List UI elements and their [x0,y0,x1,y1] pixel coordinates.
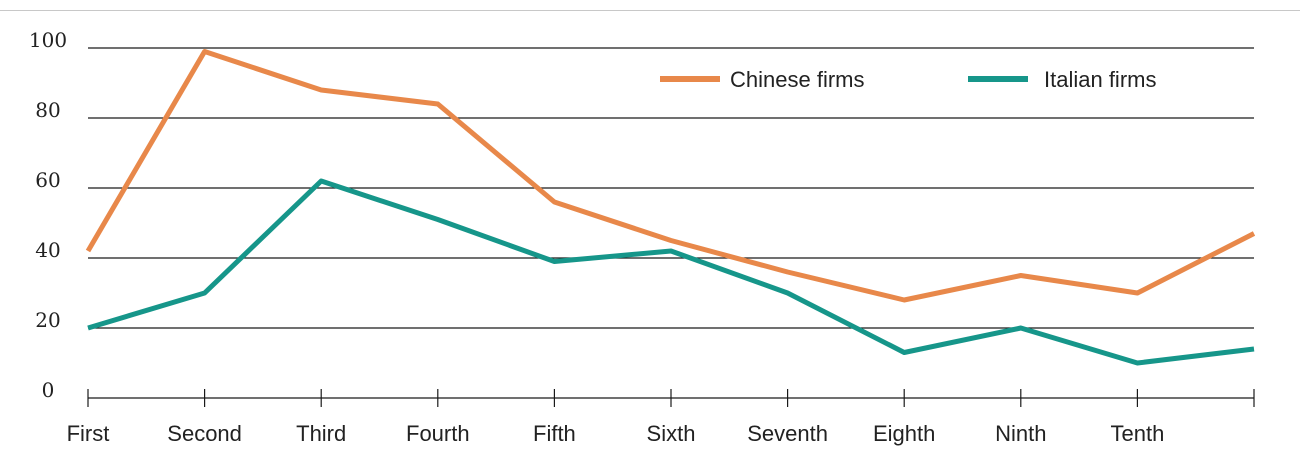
series-line-chinese-firms [85,49,1256,303]
y-tick-label: 60 [35,168,60,192]
x-tick-label: Tenth [1110,421,1164,446]
x-tick-label: Seventh [747,421,828,446]
x-tick-label: Eighth [873,421,935,446]
x-tick-label: Sixth [647,421,696,446]
x-tick-label: Third [296,421,346,446]
x-axis: First Second Third Fourth Fifth Sixth Seventh E… [67,389,1255,446]
legend: Chinese firms Italian firms [660,67,1156,92]
legend-label: Italian firms [1044,67,1156,92]
series-line-italian-firms [87,178,1255,366]
top-divider [0,10,1300,11]
y-tick-label: 20 [35,308,60,332]
series-lines [85,49,1256,366]
y-tick-label: 0 [42,378,55,402]
x-tick-label: First [67,421,110,446]
y-tick-label: 40 [35,238,60,262]
x-tick-label: Second [167,421,242,446]
y-tick-label: 80 [35,98,60,122]
x-tick-label: Ninth [995,421,1046,446]
x-tick-label: Fifth [533,421,576,446]
y-axis: 0 20 40 60 80 100 [29,28,67,402]
y-tick-label: 100 [29,28,67,52]
x-tick-label: Fourth [406,421,470,446]
legend-label: Chinese firms [730,67,864,92]
gridlines [88,47,1254,329]
